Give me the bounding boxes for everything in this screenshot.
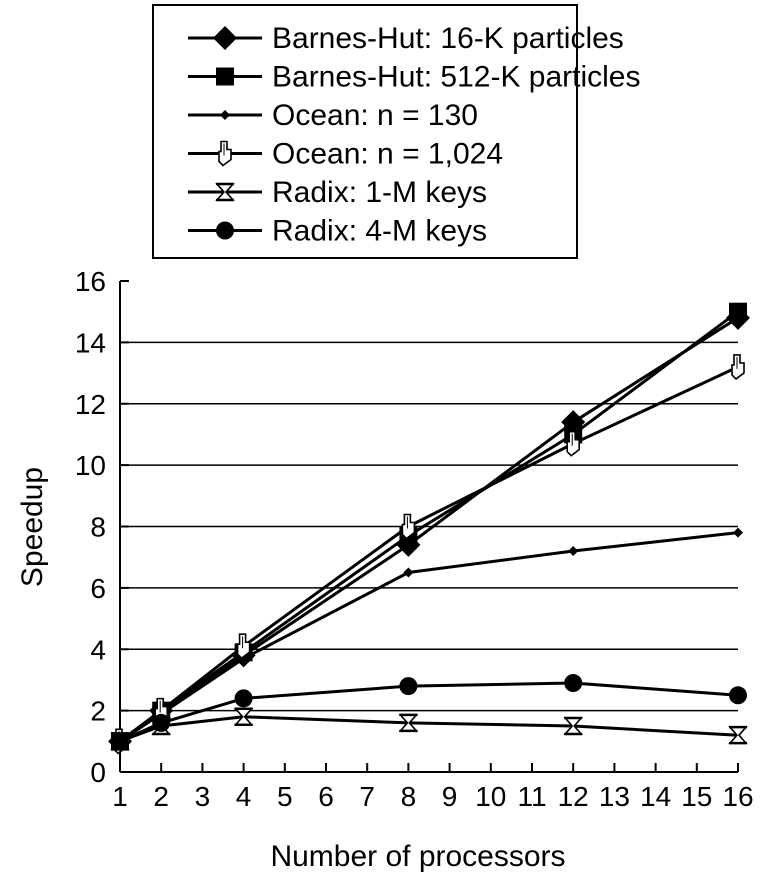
x-axis-title: Number of processors: [270, 840, 565, 873]
series-4-point-6: [731, 354, 745, 380]
series-6-point-5: [564, 674, 583, 693]
series-4-point-4-shape: [401, 513, 416, 540]
series-4-point-3: [236, 633, 251, 660]
legend-entry-1-marker-shape: [213, 26, 237, 50]
series-5-point-3: [233, 707, 254, 727]
y-tick-label-8: 8: [90, 512, 106, 543]
series-6-line: [119, 681, 739, 743]
series-6-point-4-shape: [399, 677, 418, 696]
series-6-point-6-shape: [729, 686, 747, 705]
legend-entry-5: Radix: 1-M keys: [188, 176, 487, 209]
legend-entry-3-marker: [220, 110, 230, 120]
series-6-point-1-shape: [111, 732, 129, 751]
y-tick-label-14: 14: [75, 327, 106, 358]
series-4-point-5: [566, 430, 581, 457]
legend-entry-6: Radix: 4-M keys: [188, 215, 487, 248]
x-tick-label-11: 11: [517, 781, 546, 812]
y-tick-label-16: 16: [75, 266, 106, 297]
gridlines: [120, 341, 738, 712]
series-3-point-5: [568, 546, 579, 557]
series-6-point-3-shape: [234, 689, 253, 708]
x-tick-label-3: 3: [195, 781, 211, 812]
series-2-point-6: [729, 302, 747, 321]
x-tick-label-13: 13: [599, 781, 630, 812]
x-tick-label-12: 12: [558, 781, 589, 812]
x-tick-label-14: 14: [640, 781, 671, 812]
x-tick-label-6: 6: [318, 781, 334, 812]
series-3-point-6: [733, 527, 743, 538]
y-tick-label-4: 4: [90, 634, 106, 665]
x-tick-label-10: 10: [475, 781, 506, 812]
series-2-point-6-shape: [729, 302, 747, 321]
series-4: [113, 354, 745, 755]
series-6-point-4: [399, 677, 418, 696]
series-4-point-5-shape: [566, 430, 581, 457]
y-tick-label-10: 10: [75, 450, 106, 481]
x-tick-label-8: 8: [401, 781, 417, 812]
x-tick-label-9: 9: [442, 781, 458, 812]
legend-entry-5-label: Radix: 1-M keys: [272, 176, 487, 209]
x-tick-label-7: 7: [359, 781, 375, 812]
series-3-point-4-shape: [403, 567, 414, 578]
series-6: [111, 674, 747, 751]
series-6-point-2: [152, 713, 171, 732]
legend-entry-6-label: Radix: 4-M keys: [272, 215, 487, 248]
y-tick-label-0: 0: [90, 757, 106, 788]
legend-entry-2-marker: [216, 67, 234, 86]
legend-entry-2-label: Barnes-Hut: 512-K particles: [272, 61, 641, 94]
series-4-point-3-shape: [236, 633, 251, 660]
legend-entry-3: Ocean: n = 130: [188, 99, 478, 132]
series-6-point-1: [111, 732, 129, 751]
series-6-point-5-shape: [564, 674, 583, 693]
legend-entry-1-label: Barnes-Hut: 16-K particles: [272, 22, 624, 55]
y-tick-label-2: 2: [90, 696, 106, 727]
legend-entry-4-label: Ocean: n = 1,024: [272, 138, 503, 171]
series-layer: [108, 302, 750, 755]
x-tick-label-1: 1: [112, 781, 128, 812]
series-5-point-4: [398, 713, 419, 733]
series-5-line: [119, 715, 739, 743]
series-4-point-6-shape: [731, 354, 745, 380]
series-6-point-6: [729, 686, 747, 705]
x-tick-label-5: 5: [277, 781, 293, 812]
y-axis-title: Speedup: [16, 467, 49, 587]
legend-entry-1: Barnes-Hut: 16-K particles: [188, 22, 624, 55]
legend-entry-4: Ocean: n = 1,024: [188, 138, 503, 171]
legend-entry-4-marker-shape: [218, 140, 232, 167]
legend-entry-1-marker: [213, 26, 237, 50]
series-4-line: [119, 365, 739, 743]
x-tick-label-15: 15: [681, 781, 712, 812]
x-tick-label-4: 4: [236, 781, 252, 812]
series-6-point-2-shape: [152, 713, 171, 732]
legend-entry-2: Barnes-Hut: 512-K particles: [188, 61, 641, 94]
series-4-point-4: [401, 513, 416, 540]
y-tick-label-12: 12: [75, 389, 106, 420]
legend-entry-3-marker-shape: [220, 110, 230, 120]
legend-entry-5-marker: [215, 182, 235, 202]
series-3-point-6-shape: [733, 527, 743, 538]
series-3: [115, 527, 743, 747]
series-5: [110, 707, 748, 751]
legend-entry-2-marker-shape: [216, 67, 234, 86]
x-tick-label-16: 16: [722, 781, 753, 812]
legend-entry-4-marker: [218, 140, 232, 167]
y-tick-label-6: 6: [90, 573, 106, 604]
legend-entry-6-marker-shape: [216, 221, 234, 240]
legend-entry-3-label: Ocean: n = 130: [272, 99, 478, 132]
legend-entry-6-marker: [216, 221, 234, 240]
series-5-point-5: [563, 716, 583, 736]
axes: [119, 280, 739, 773]
series-3-point-5-shape: [568, 546, 579, 557]
legend: Barnes-Hut: 16-K particles Barnes-Hut: 51…: [152, 4, 641, 259]
series-5-point-6: [728, 725, 748, 745]
series-3-point-4: [403, 567, 414, 578]
x-tick-label-2: 2: [153, 781, 169, 812]
series-6-point-3: [234, 689, 253, 708]
